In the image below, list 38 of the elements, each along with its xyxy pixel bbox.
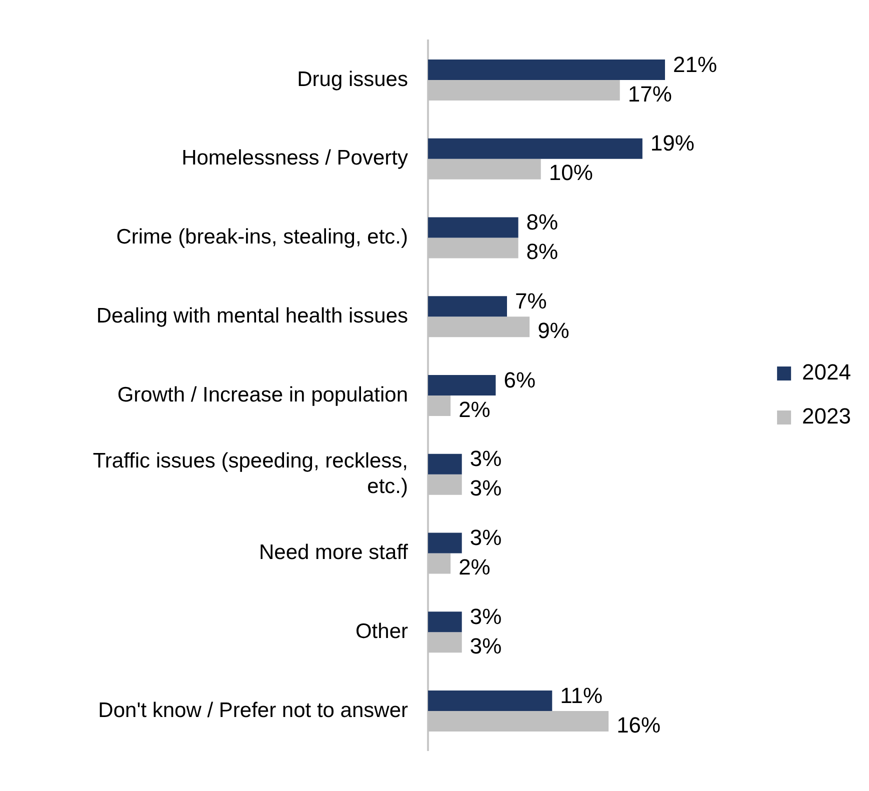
data-label: 3% xyxy=(470,476,502,501)
y-tick-label: Crime (break-ins, stealing, etc.) xyxy=(116,226,408,249)
y-tick-label: Drug issues xyxy=(297,68,408,91)
bar xyxy=(428,138,642,159)
bar xyxy=(428,374,496,396)
y-tick-label: Growth / Increase in population xyxy=(117,383,408,406)
bar xyxy=(428,217,518,238)
y-tick-label: Other xyxy=(355,620,408,643)
data-label: 11% xyxy=(560,682,603,708)
bar xyxy=(428,60,665,80)
bar xyxy=(428,690,552,711)
data-label: 3% xyxy=(470,633,502,658)
data-label: 3% xyxy=(470,525,502,550)
legend-label: 2023 xyxy=(802,404,852,429)
data-label: 8% xyxy=(526,239,558,264)
y-tick-label: Traffic issues (speeding, reckless, etc.) xyxy=(92,450,408,498)
data-label: 6% xyxy=(504,367,536,392)
data-label: 3% xyxy=(470,604,502,629)
y-tick-label: Don't know / Prefer not to answer xyxy=(98,698,408,722)
bar xyxy=(428,296,507,317)
data-label: 2% xyxy=(458,396,490,422)
bar xyxy=(428,612,462,632)
y-tick-label: Need more staff xyxy=(258,541,408,564)
data-label: 19% xyxy=(650,130,694,156)
data-label: 2% xyxy=(458,554,490,580)
data-label: 10% xyxy=(548,160,593,186)
y-tick-label: Dealing with mental health issues xyxy=(96,304,408,328)
y-tick-label: Homelessness / Poverty xyxy=(182,146,408,170)
data-label: 8% xyxy=(526,210,558,235)
data-label: 17% xyxy=(628,81,672,106)
data-label: 7% xyxy=(515,288,547,314)
data-label: 9% xyxy=(538,318,570,343)
legend-label: 2024 xyxy=(802,360,852,385)
data-label: 3% xyxy=(470,446,502,472)
data-label: 21% xyxy=(673,52,718,77)
bar xyxy=(428,532,462,554)
bar xyxy=(428,454,462,474)
data-label: 16% xyxy=(616,712,661,738)
